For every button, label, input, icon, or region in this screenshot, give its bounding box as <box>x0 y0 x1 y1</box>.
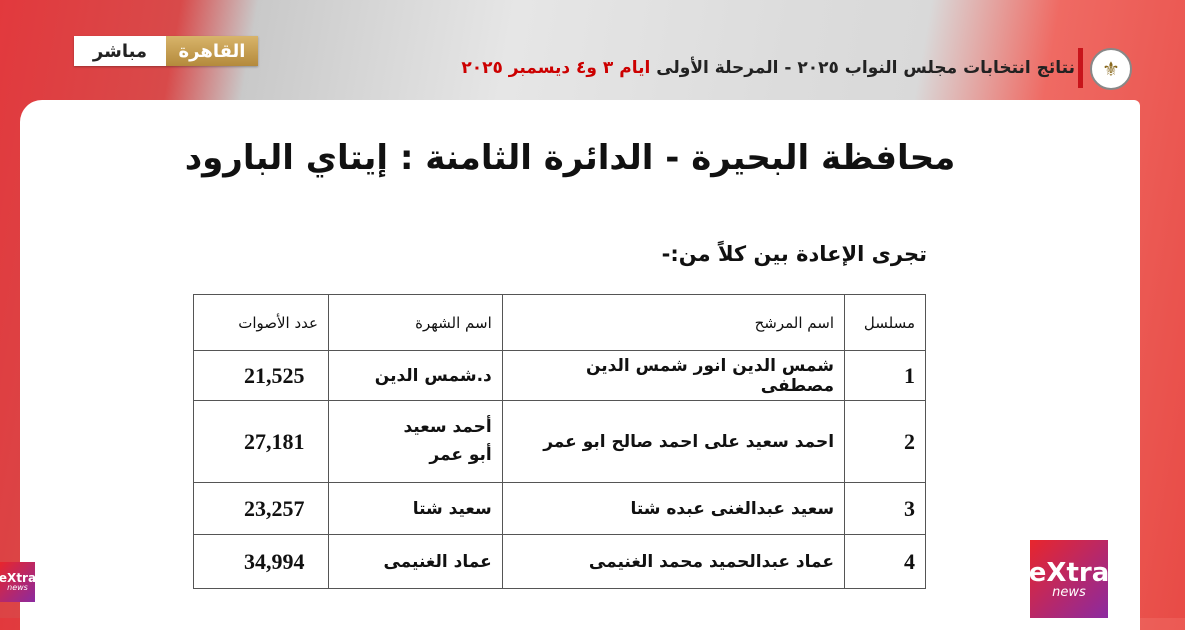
votes-cell: 27,181 <box>193 400 329 483</box>
header-votes: عدد الأصوات <box>193 294 329 351</box>
parliament-emblem-icon: ⚜ <box>1090 48 1132 90</box>
name-cell: احمد سعيد على احمد صالح ابو عمر <box>501 400 846 483</box>
header-serial: مسلسل <box>844 294 926 351</box>
ticker-main: نتائج انتخابات مجلس النواب ٢٠٢٥ - المرحل… <box>656 58 1075 78</box>
header-known-as: اسم الشهرة <box>327 294 503 351</box>
name-cell: سعيد عبدالغنى عبده شتا <box>501 482 846 535</box>
known-as-cell: أحمد سعيد أبو عمر <box>327 400 503 483</box>
city-label: القاهرة <box>166 36 258 66</box>
known-as-cell: عماد الغنيمى <box>327 534 503 589</box>
votes-cell: 34,994 <box>193 534 329 589</box>
page-subtitle: تجرى الإعادة بين كلاً من:- <box>661 242 927 266</box>
name-cell: عماد عبدالحميد محمد الغنيمى <box>501 534 846 589</box>
table-row: 3 سعيد عبدالغنى عبده شتا سعيد شتا 23,257 <box>193 482 926 535</box>
known-as-cell: د.شمس الدين <box>327 350 503 401</box>
header-name: اسم المرشح <box>501 294 846 351</box>
table-row: 1 شمس الدين انور شمس الدين مصطفى د.شمس ا… <box>193 350 926 401</box>
results-table: مسلسل اسم المرشح اسم الشهرة عدد الأصوات … <box>193 294 926 589</box>
serial-cell: 2 <box>844 400 926 483</box>
extra-news-logo: eXtra news <box>1029 540 1109 618</box>
extra-news-small-logo: eXtra news <box>0 562 36 602</box>
serial-cell: 3 <box>844 482 926 535</box>
ticker-dates: ايام ٣ و٤ ديسمبر ٢٠٢٥ <box>461 58 651 78</box>
live-label: مباشر <box>74 36 166 66</box>
page-title: محافظة البحيرة - الدائرة الثامنة : إيتاي… <box>184 138 956 178</box>
serial-cell: 4 <box>844 534 926 589</box>
news-ticker: نتائج انتخابات مجلس النواب ٢٠٢٥ - المرحل… <box>461 58 1075 78</box>
ticker-divider <box>1078 48 1083 88</box>
votes-cell: 21,525 <box>193 350 329 401</box>
votes-cell: 23,257 <box>193 482 329 535</box>
name-cell: شمس الدين انور شمس الدين مصطفى <box>501 350 846 401</box>
table-row: 2 احمد سعيد على احمد صالح ابو عمر أحمد س… <box>193 400 926 483</box>
table-header: مسلسل اسم المرشح اسم الشهرة عدد الأصوات <box>193 294 926 351</box>
serial-cell: 1 <box>844 350 926 401</box>
table-row: 4 عماد عبدالحميد محمد الغنيمى عماد الغني… <box>193 534 926 589</box>
live-badge: مباشر القاهرة <box>74 36 258 66</box>
known-as-cell: سعيد شتا <box>327 482 503 535</box>
